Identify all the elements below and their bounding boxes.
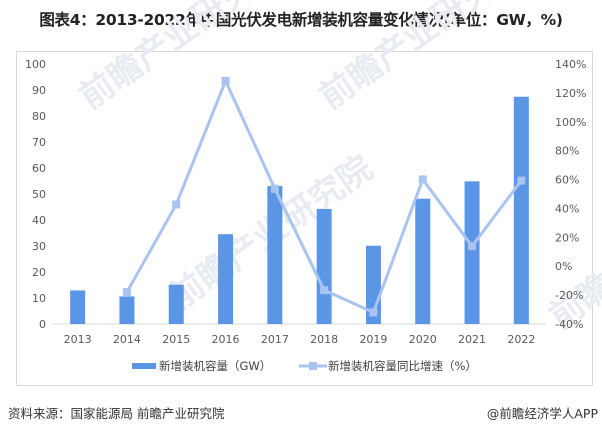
- left-tick-label: 30: [32, 240, 46, 253]
- left-tick-label: 10: [32, 292, 46, 305]
- legend-bar-label: 新增装机容量（GW）: [159, 359, 271, 373]
- right-tick-label: 60%: [555, 174, 579, 187]
- left-tick-label: 70: [32, 136, 46, 149]
- left-tick-label: 20: [32, 266, 46, 279]
- legend-line-label: 新增装机容量同比增速（%）: [328, 359, 477, 373]
- bar-series: [70, 96, 529, 324]
- watermark-text: 前瞻产业研究院: [72, 0, 290, 117]
- credit-note: @前瞻经济学人APP: [486, 406, 598, 421]
- right-tick-label: 0%: [555, 260, 572, 273]
- x-tick-label: 2021: [458, 333, 486, 346]
- left-tick-label: 100: [25, 58, 46, 71]
- left-tick-label: 0: [39, 318, 46, 331]
- legend-line-marker: [309, 362, 317, 370]
- line-marker: [369, 308, 378, 317]
- x-tick-label: 2013: [64, 333, 92, 346]
- x-tick-label: 2018: [310, 333, 338, 346]
- right-axis: -40% -20% 0% 20% 40% 60% 80% 100% 120% 140%: [555, 58, 586, 331]
- x-axis: 2013 2014 2015 2016 2017 2018 2019 2020 2021 2022: [64, 333, 536, 346]
- line-marker: [320, 286, 329, 295]
- right-tick-label: -40%: [555, 318, 583, 331]
- x-tick-label: 2014: [113, 333, 141, 346]
- bar: [415, 198, 431, 324]
- chart-frame: [16, 51, 593, 386]
- x-tick-label: 2022: [507, 333, 535, 346]
- line-marker: [418, 175, 427, 184]
- right-tick-label: -20%: [555, 289, 583, 302]
- line-marker: [172, 200, 181, 209]
- left-tick-label: 90: [32, 84, 46, 97]
- left-tick-label: 40: [32, 214, 46, 227]
- bar: [119, 296, 135, 324]
- bar: [267, 186, 283, 324]
- legend-bar-swatch: [132, 363, 156, 369]
- source-note: 资料来源：国家能源局 前瞻产业研究院: [8, 406, 225, 421]
- line-marker: [517, 176, 526, 185]
- line-marker: [270, 184, 279, 193]
- right-tick-label: 80%: [555, 145, 579, 158]
- x-tick-label: 2020: [409, 333, 437, 346]
- left-tick-label: 80: [32, 110, 46, 123]
- bar: [168, 284, 184, 324]
- watermark-text: 前瞻产业研究院: [542, 168, 602, 337]
- bar: [70, 290, 86, 324]
- right-tick-label: 20%: [555, 231, 579, 244]
- chart-title: 图表4：2013-2022年中国光伏发电新增装机容量变化情况(单位：GW，%): [39, 11, 563, 29]
- bar: [218, 234, 234, 324]
- legend: 新增装机容量（GW） 新增装机容量同比增速（%）: [132, 359, 477, 373]
- x-tick-label: 2019: [359, 333, 387, 346]
- bar: [513, 96, 529, 324]
- x-tick-label: 2017: [261, 333, 289, 346]
- line-marker: [122, 288, 131, 297]
- right-tick-label: 40%: [555, 202, 579, 215]
- left-tick-label: 50: [32, 188, 46, 201]
- line-marker: [221, 76, 230, 85]
- right-tick-label: 120%: [555, 87, 586, 100]
- left-axis: 0 10 20 30 40 50 60 70 80 90 100: [25, 58, 46, 331]
- right-tick-label: 100%: [555, 116, 586, 129]
- right-tick-label: 140%: [555, 58, 586, 71]
- left-tick-label: 60: [32, 162, 46, 175]
- bar: [316, 208, 332, 324]
- bar: [464, 181, 480, 324]
- x-tick-label: 2016: [212, 333, 240, 346]
- line-marker: [468, 242, 477, 251]
- x-tick-label: 2015: [162, 333, 190, 346]
- line-series: [122, 76, 526, 317]
- watermark-text: 前瞻产业研究院: [312, 0, 530, 117]
